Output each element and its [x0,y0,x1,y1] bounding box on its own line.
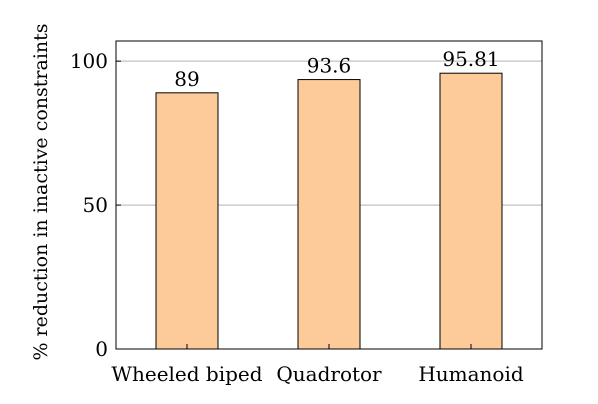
y-tick-label: 100 [70,49,108,73]
x-tick-label: Quadrotor [276,362,382,386]
bar-value-label: 95.81 [442,47,499,71]
bar [439,72,503,350]
y-tick-label: 50 [83,193,108,217]
bar-value-labels: 89 93.6 95.81 [174,47,499,91]
axis-ticks: 0 50 100 Wheeled biped Quadrotor Humanoid [70,49,524,386]
bar [297,79,361,350]
bar-value-label: 93.6 [307,54,352,78]
x-tick-label: Wheeled biped [111,362,262,386]
bar [155,92,219,350]
x-tick-label: Humanoid [418,362,524,386]
bars [155,72,503,350]
bar-value-label: 89 [174,67,199,91]
y-tick-label: 0 [95,337,108,361]
y-axis-label: % reduction in inactive constraints [30,23,52,360]
